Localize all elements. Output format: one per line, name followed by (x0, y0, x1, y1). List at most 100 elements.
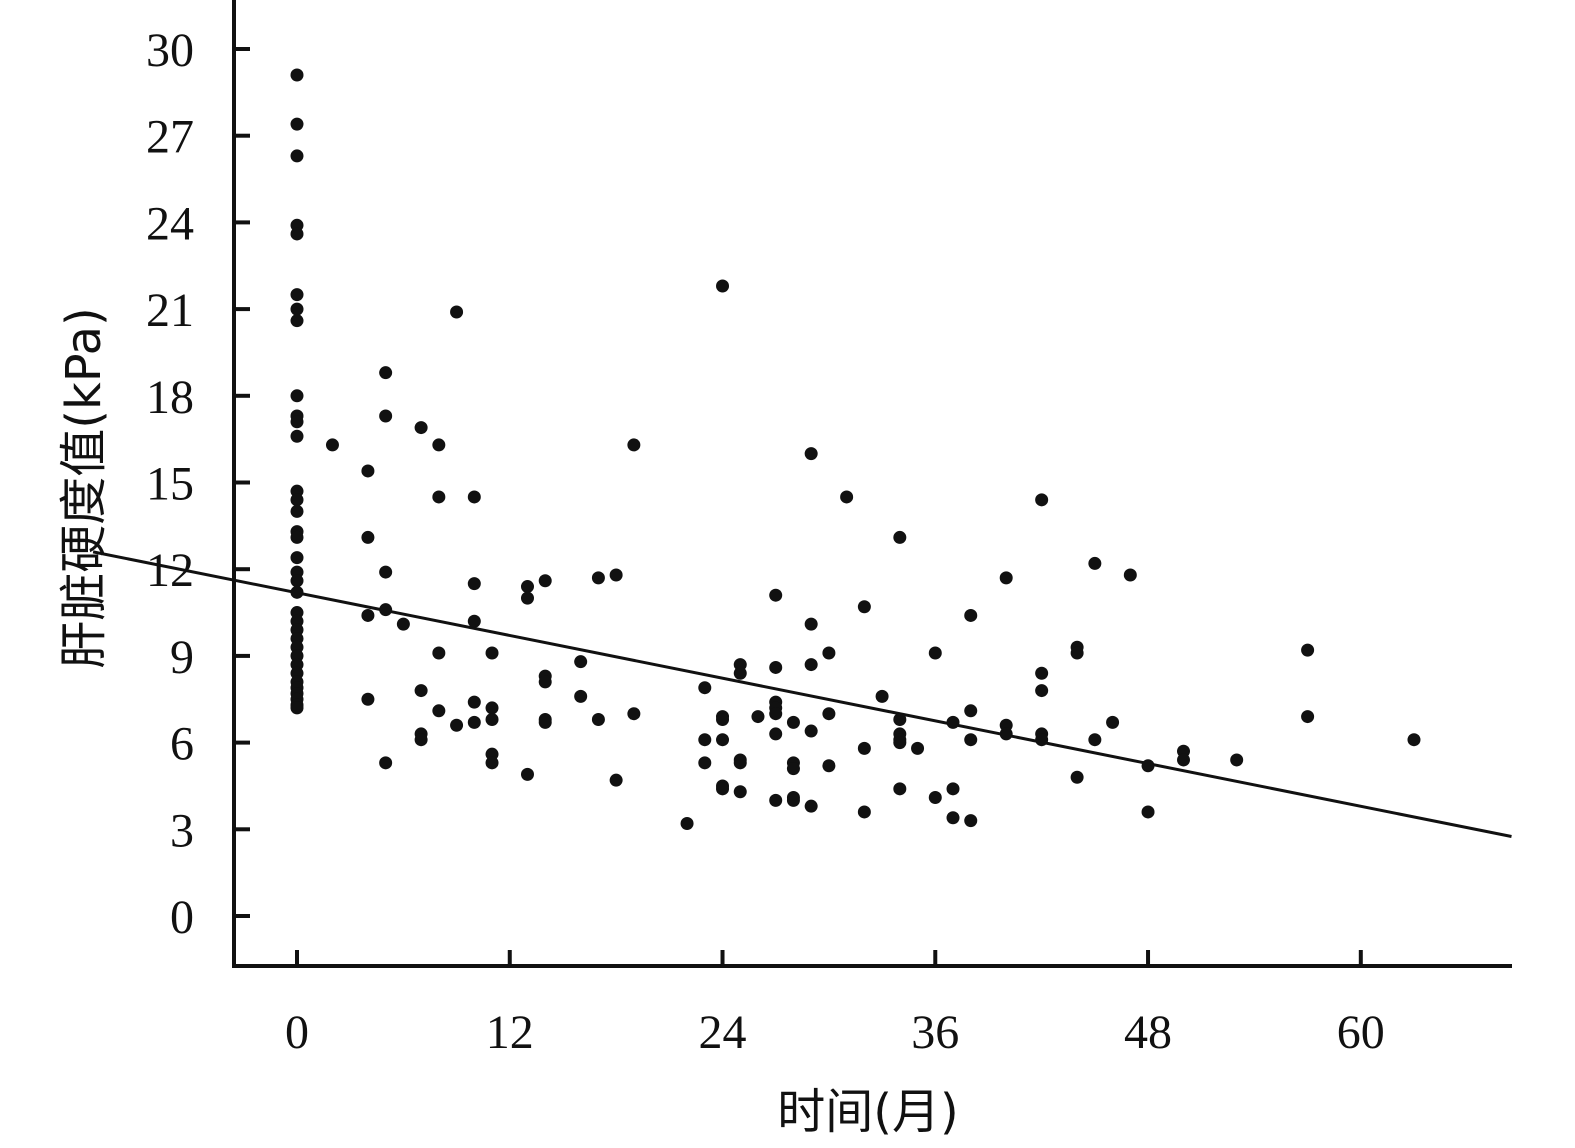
data-point (361, 692, 375, 706)
data-point (733, 666, 747, 680)
data-point (290, 415, 304, 429)
data-point (1088, 733, 1102, 747)
data-point (822, 759, 836, 773)
data-point (467, 490, 481, 504)
data-point (361, 530, 375, 544)
data-point (999, 571, 1013, 585)
data-point (716, 279, 730, 293)
data-point (769, 707, 783, 721)
x-tick-label: 36 (911, 1006, 959, 1059)
data-point (964, 704, 978, 718)
data-point (769, 793, 783, 807)
data-point (1088, 556, 1102, 570)
data-point (290, 504, 304, 518)
x-tick-label: 48 (1124, 1006, 1172, 1059)
data-point (432, 704, 446, 718)
data-point (786, 762, 800, 776)
data-point (538, 675, 552, 689)
data-point (290, 314, 304, 328)
data-point (769, 660, 783, 674)
y-axis-title: 肝脏硬度值(kPa) (56, 307, 112, 668)
data-point (964, 608, 978, 622)
data-point (574, 655, 588, 669)
data-point (414, 733, 428, 747)
y-tick-label: 21 (146, 284, 194, 337)
data-point (379, 565, 393, 579)
data-point (432, 490, 446, 504)
data-point (290, 493, 304, 507)
trend-line-group (92, 550, 1512, 838)
data-point (1070, 646, 1084, 660)
data-point (698, 733, 712, 747)
data-point (804, 658, 818, 672)
data-point (290, 701, 304, 715)
data-point (1141, 759, 1155, 773)
data-point (822, 707, 836, 721)
data-point (840, 490, 854, 504)
data-point (379, 756, 393, 770)
data-point (290, 551, 304, 565)
data-point (379, 366, 393, 380)
data-point (609, 568, 623, 582)
y-tick-label: 0 (170, 891, 194, 944)
data-point (1035, 666, 1049, 680)
data-point (893, 712, 907, 726)
data-point (999, 727, 1013, 741)
data-point (928, 791, 942, 805)
data-point (467, 715, 481, 729)
data-point (379, 603, 393, 617)
trend-line (92, 550, 1512, 838)
data-point (928, 646, 942, 660)
data-point (290, 149, 304, 163)
axes (232, 0, 1512, 968)
data-point (716, 782, 730, 796)
data-point (857, 805, 871, 819)
data-point (733, 785, 747, 799)
data-point (467, 695, 481, 709)
data-point (591, 712, 605, 726)
data-point (751, 710, 765, 724)
data-point (1035, 493, 1049, 507)
data-point (1301, 643, 1315, 657)
data-point (804, 799, 818, 813)
data-point (432, 646, 446, 660)
x-tick-label: 24 (699, 1006, 747, 1059)
data-point (485, 756, 499, 770)
data-point (467, 577, 481, 591)
data-point (290, 389, 304, 403)
data-point (414, 421, 428, 435)
data-point (627, 707, 641, 721)
data-point (857, 600, 871, 614)
data-point (574, 689, 588, 703)
x-tick-label: 12 (486, 1006, 534, 1059)
data-point (893, 736, 907, 750)
data-point (769, 588, 783, 602)
data-point (290, 227, 304, 241)
data-point (485, 712, 499, 726)
data-point (520, 591, 534, 605)
data-point (893, 782, 907, 796)
data-point (769, 727, 783, 741)
data-point (1070, 770, 1084, 784)
x-tick-label: 0 (285, 1006, 309, 1059)
y-tick-label: 6 (170, 718, 194, 771)
data-points (290, 68, 1421, 831)
data-point (1407, 733, 1421, 747)
data-point (716, 733, 730, 747)
data-point (1035, 733, 1049, 747)
data-point (609, 773, 623, 787)
data-point (396, 617, 410, 631)
data-point (290, 117, 304, 131)
data-point (716, 712, 730, 726)
data-point (450, 718, 464, 732)
data-point (432, 438, 446, 452)
data-point (290, 302, 304, 316)
data-point (538, 574, 552, 588)
data-point (591, 571, 605, 585)
data-point (467, 614, 481, 628)
data-point (946, 715, 960, 729)
data-point (414, 684, 428, 698)
data-point (361, 464, 375, 478)
data-point (1035, 684, 1049, 698)
